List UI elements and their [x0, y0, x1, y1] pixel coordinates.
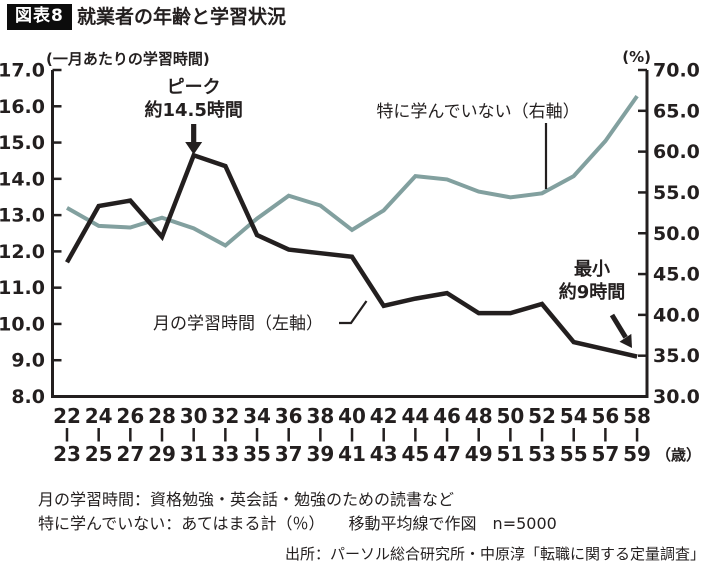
min-annotation-line1: 最小 [574, 259, 610, 280]
right-axis-tick-label: 60.0 [653, 141, 700, 163]
x-axis-age-lower-label: 23 [53, 442, 81, 466]
source-credit: 出所：パーソル総合研究所・中原淳「転職に関する定量調査」 [284, 545, 705, 563]
right-axis-unit-label: (%) [622, 48, 651, 66]
x-axis-age-lower-label: 35 [243, 442, 271, 466]
right-axis-tick-label: 30.0 [653, 386, 700, 408]
right-axis-tick-label: 65.0 [653, 100, 700, 122]
left-axis-tick-label: 13.0 [0, 205, 45, 227]
left-axis-tick-label: 15.0 [0, 132, 45, 154]
x-axis-age-upper-label: 46 [433, 404, 461, 428]
x-axis-age-upper-label: 34 [243, 404, 271, 428]
figure-title: 就業者の年齢と学習状況 [77, 6, 287, 28]
not-learning-series-label: 特に学んでいない（右軸） [376, 102, 579, 122]
x-axis-age-upper-label: 44 [401, 404, 429, 428]
min-arrow-head-icon [619, 333, 632, 348]
x-axis-age-upper-label: 42 [370, 404, 398, 428]
left-axis-tick-label: 16.0 [0, 96, 45, 118]
x-axis-age-lower-label: 47 [433, 442, 461, 466]
right-axis-tick-label: 70.0 [653, 60, 700, 82]
x-axis-age-lower-label: 37 [275, 442, 303, 466]
learning-hours-line [65, 152, 638, 359]
x-axis-age-lower-label: 45 [401, 442, 429, 466]
footnote-definition-share: 特に学んでいない：あてはまる計（％） 移動平均線で作図 n=5000 [38, 514, 557, 533]
peak-annotation-line1: ピーク [167, 77, 221, 98]
left-axis-tick-label: 8.0 [11, 386, 45, 408]
x-axis-age-upper-label: 52 [528, 404, 556, 428]
x-axis-age-upper-label: 32 [211, 404, 239, 428]
x-axis-age-lower-label: 51 [496, 442, 524, 466]
left-axis-tick-label: 9.0 [11, 350, 45, 372]
x-axis-age-lower-label: 39 [306, 442, 334, 466]
x-axis-age-upper-label: 22 [53, 404, 81, 428]
x-axis-age-upper-label: 24 [85, 404, 113, 428]
x-axis-age-upper-label: 38 [306, 404, 334, 428]
x-axis-age-lower-label: 41 [338, 442, 366, 466]
x-axis-age-lower-label: 25 [85, 442, 113, 466]
x-axis-age-lower-label: 31 [180, 442, 208, 466]
x-axis-age-upper-label: 30 [180, 404, 208, 428]
x-axis-age-lower-label: 53 [528, 442, 556, 466]
x-axis-age-lower-label: 27 [116, 442, 144, 466]
peak-arrow-icon [185, 124, 203, 155]
right-axis-tick-label: 45.0 [653, 264, 700, 286]
figure-number-badge: 図表8 [7, 4, 72, 30]
x-axis-age-lower-label: 43 [370, 442, 398, 466]
min-arrow-shaft [609, 313, 628, 339]
x-axis-age-upper-label: 36 [275, 404, 303, 428]
right-axis-tick-label: 55.0 [653, 182, 700, 204]
left-axis-tick-label: 17.0 [0, 60, 45, 82]
left-axis-unit-label: (一月あたりの学習時間) [46, 50, 210, 68]
x-axis-age-lower-label: 57 [591, 442, 619, 466]
x-axis-age-lower-label: 59 [623, 442, 651, 466]
right-axis-tick-label: 50.0 [653, 223, 700, 245]
footnote-definition-hours: 月の学習時間：資格勉強・英会話・勉強のための読書など [38, 490, 455, 509]
right-axis-tick-label: 40.0 [653, 304, 700, 326]
x-axis-age-lower-label: 49 [465, 442, 493, 466]
x-axis-age-upper-label: 56 [591, 404, 619, 428]
x-axis-age-lower-label: 33 [211, 442, 239, 466]
min-annotation-line2: 約9時間 [559, 281, 626, 303]
x-axis-age-upper-label: 48 [465, 404, 493, 428]
x-axis-age-upper-label: 50 [496, 404, 524, 428]
right-axis-tick-label: 35.0 [653, 345, 700, 367]
left-axis-tick-label: 14.0 [0, 168, 45, 190]
x-axis-unit-label: （歳） [656, 446, 701, 464]
x-axis-age-lower-label: 29 [148, 442, 176, 466]
x-axis-age-upper-label: 26 [116, 404, 144, 428]
learning-hours-pointer-line [339, 300, 368, 325]
x-axis-age-upper-label: 54 [560, 404, 588, 428]
x-axis-age-lower-label: 55 [560, 442, 588, 466]
x-axis-age-upper-label: 40 [338, 404, 366, 428]
x-axis-age-upper-label: 58 [623, 404, 651, 428]
not-learning-line [66, 94, 639, 248]
peak-annotation-line2: 約14.5時間 [144, 99, 242, 121]
left-axis-tick-label: 12.0 [0, 241, 45, 263]
learning-hours-series-label: 月の学習時間（左軸） [153, 314, 323, 334]
left-axis-tick-label: 11.0 [0, 277, 45, 299]
left-axis-tick-label: 10.0 [0, 313, 45, 335]
x-axis-age-upper-label: 28 [148, 404, 176, 428]
